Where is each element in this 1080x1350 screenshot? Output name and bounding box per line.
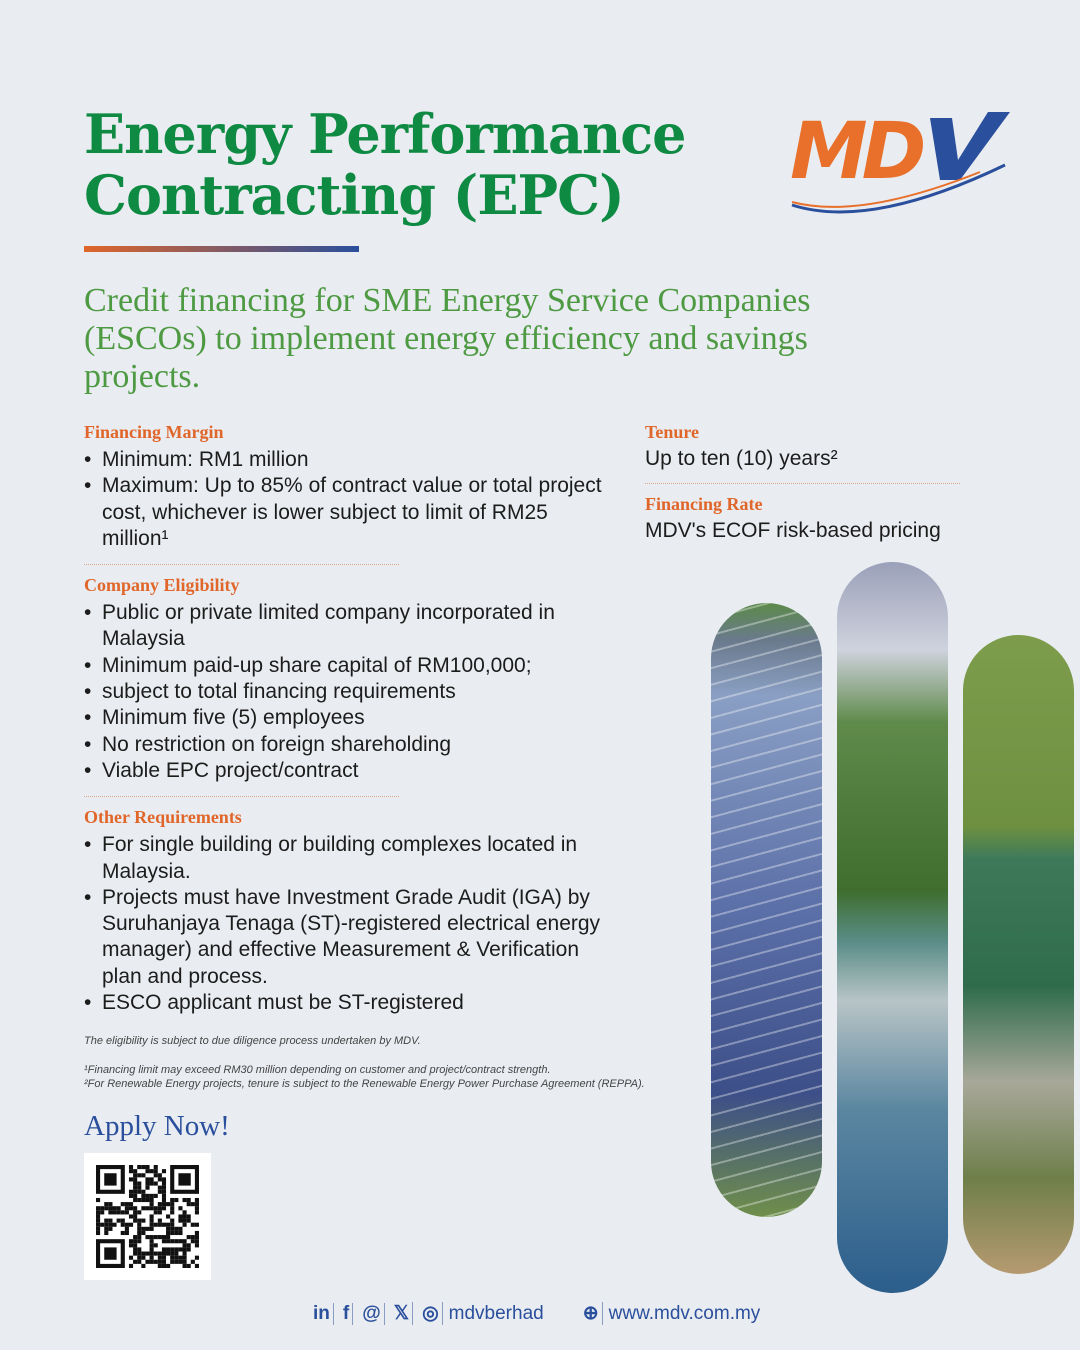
financing-rate-heading: Financing Rate <box>645 494 763 514</box>
x-icon[interactable]: 𝕏 <box>391 1302 414 1325</box>
list-item: Public or private limited company incorp… <box>84 600 604 653</box>
svg-text:MD: MD <box>790 110 924 197</box>
divider <box>84 796 399 798</box>
list-item: Maximum: Up to 85% of contract value or … <box>84 473 604 552</box>
financing-margin-list: Minimum: RM1 million Maximum: Up to 85% … <box>84 447 604 552</box>
left-column: Financing Margin Minimum: RM1 million Ma… <box>84 422 604 1017</box>
instagram-icon[interactable]: ◎ <box>419 1302 443 1325</box>
apply-now-label: Apply Now! <box>84 1110 230 1142</box>
financing-margin-heading: Financing Margin <box>84 422 224 442</box>
divider <box>84 564 399 566</box>
company-eligibility-list: Public or private limited company incorp… <box>84 600 604 784</box>
social-handle[interactable]: mdvberhad <box>448 1302 544 1324</box>
divider <box>645 483 960 484</box>
fine-print: The eligibility is subject to due dilige… <box>84 1034 645 1092</box>
tenure-heading: Tenure <box>645 422 700 442</box>
list-item: Projects must have Investment Grade Audi… <box>84 885 604 990</box>
hydro-dam-image <box>837 562 948 1293</box>
list-item: Minimum: RM1 million <box>84 447 604 474</box>
footnote-2: ²For Renewable Energy projects, tenure i… <box>84 1078 645 1090</box>
title-line-2: Contracting (EPC) <box>84 163 625 227</box>
other-requirements-heading: Other Requirements <box>84 807 242 828</box>
gradient-divider <box>84 246 359 252</box>
list-item: Viable EPC project/contract <box>84 758 604 785</box>
qr-code[interactable] <box>84 1153 211 1280</box>
threads-icon[interactable]: @ <box>359 1302 385 1325</box>
globe-icon: ⊕ <box>580 1302 603 1325</box>
disclaimer: The eligibility is subject to due dilige… <box>84 1035 421 1047</box>
right-column: Tenure Up to ten (10) years² Financing R… <box>645 422 960 543</box>
linkedin-icon[interactable]: in <box>310 1302 334 1325</box>
list-item: Minimum paid-up share capital of RM100,0… <box>84 653 604 680</box>
tenure-value: Up to ten (10) years² <box>645 447 838 470</box>
company-eligibility-heading: Company Eligibility <box>84 575 240 596</box>
biogas-plant-image <box>963 635 1074 1274</box>
list-item: ESCO applicant must be ST-registered <box>84 990 604 1017</box>
list-item: Minimum five (5) employees <box>84 705 604 732</box>
list-item: subject to total financing requirements <box>84 679 604 706</box>
other-requirements-list: For single building or building complexe… <box>84 832 604 1016</box>
facebook-icon[interactable]: f <box>340 1302 354 1325</box>
footnote-1: ¹Financing limit may exceed RM30 million… <box>84 1063 551 1076</box>
solar-farm-image <box>711 603 822 1217</box>
list-item: For single building or building complexe… <box>84 832 604 885</box>
mdv-logo: MD <box>790 107 1010 230</box>
subtitle: Credit financing for SME Energy Service … <box>84 282 811 395</box>
footer: in f @ 𝕏 ◎ mdvberhad ⊕ www.mdv.com.my <box>310 1302 760 1325</box>
list-item: No restriction on foreign shareholding <box>84 732 604 759</box>
website-link[interactable]: www.mdv.com.my <box>608 1302 761 1324</box>
financing-rate-value: MDV's ECOF risk-based pricing <box>645 519 941 542</box>
title-line-1: Energy Performance <box>84 102 686 166</box>
page-title: Energy Performance Contracting (EPC) <box>84 102 686 227</box>
